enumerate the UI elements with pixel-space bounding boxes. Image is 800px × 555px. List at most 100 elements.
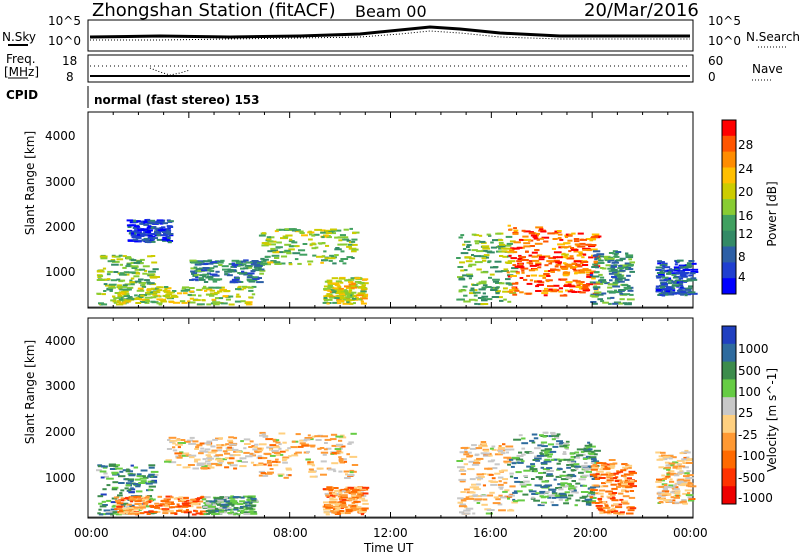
- heatmap-cell: [306, 450, 311, 453]
- heatmap-cell: [130, 487, 134, 490]
- heatmap-cell: [230, 269, 234, 272]
- heatmap-cell: [677, 478, 685, 481]
- heatmap-cell: [334, 448, 342, 451]
- heatmap-cell: [114, 292, 121, 294]
- heatmap-cell: [164, 288, 168, 290]
- nsky-label: N.Sky: [2, 30, 37, 44]
- heatmap-cell: [338, 456, 342, 459]
- heatmap-cell: [145, 505, 152, 508]
- heatmap-cell: [617, 267, 624, 270]
- heatmap-cell: [593, 288, 598, 290]
- heatmap-cell: [465, 496, 470, 499]
- heatmap-cell: [337, 236, 346, 239]
- heatmap-cell: [208, 512, 213, 514]
- heatmap-cell: [279, 450, 286, 453]
- heatmap-cell: [216, 503, 222, 506]
- heatmap-cell: [460, 473, 466, 476]
- heatmap-cell: [467, 468, 475, 471]
- heatmap-cell: [460, 234, 465, 237]
- heatmap-cell: [659, 279, 666, 282]
- heatmap-cell: [108, 283, 117, 286]
- heatmap-cell: [352, 243, 358, 246]
- heatmap-cell: [667, 271, 672, 274]
- heatmap-cell: [669, 268, 673, 271]
- heatmap-cell: [131, 224, 137, 227]
- heatmap-cell: [457, 276, 464, 279]
- heatmap-cell: [559, 265, 567, 268]
- heatmap-cell: [212, 280, 218, 283]
- heatmap-cell: [119, 273, 127, 276]
- heatmap-cell: [212, 438, 218, 441]
- heatmap-cell: [136, 231, 141, 234]
- colorbar-swatch: [722, 151, 736, 168]
- heatmap-cell: [116, 258, 124, 261]
- heatmap-cell: [356, 294, 364, 297]
- heatmap-cell: [528, 269, 536, 272]
- heatmap-cell: [201, 287, 209, 290]
- heatmap-cell: [573, 250, 579, 253]
- heatmap-cell: [100, 476, 105, 479]
- heatmap-cell: [536, 454, 545, 457]
- heatmap-cell: [656, 458, 663, 461]
- heatmap-cell: [628, 258, 633, 261]
- heatmap-cell: [232, 448, 239, 451]
- heatmap-cell: [542, 255, 551, 258]
- heatmap-cell: [136, 484, 141, 487]
- heatmap-cell: [147, 475, 151, 478]
- heatmap-cell: [215, 501, 222, 504]
- heatmap-cell: [506, 271, 510, 274]
- heatmap-cell: [362, 509, 367, 512]
- heatmap-cell: [244, 501, 250, 504]
- heatmap-cell: [247, 265, 253, 268]
- heatmap-cell: [219, 497, 224, 500]
- heatmap-cell: [628, 464, 633, 467]
- heatmap-cell: [558, 488, 564, 491]
- heatmap-cell: [680, 271, 686, 273]
- heatmap-cell: [199, 274, 205, 277]
- heatmap-cell: [195, 510, 199, 513]
- heatmap-cell: [629, 485, 637, 488]
- heatmap-cell: [676, 266, 684, 269]
- heatmap-cell: [175, 443, 183, 446]
- heatmap-cell: [598, 477, 606, 479]
- heatmap-cell: [269, 448, 273, 451]
- heatmap-cell: [246, 278, 253, 281]
- heatmap-cell: [475, 483, 481, 486]
- heatmap-cell: [213, 286, 220, 289]
- heatmap-cell: [559, 294, 568, 297]
- heatmap-cell: [611, 499, 619, 502]
- heatmap-cell: [329, 291, 334, 293]
- heatmap-cell: [275, 458, 279, 461]
- heatmap-cell: [216, 446, 223, 449]
- heatmap-cell: [471, 249, 478, 252]
- heatmap-cell: [607, 267, 612, 270]
- heatmap-cell: [353, 500, 361, 503]
- heatmap-cell: [172, 446, 176, 449]
- heatmap-cell: [569, 285, 576, 288]
- heatmap-cell: [150, 255, 156, 257]
- heatmap-cell: [267, 250, 274, 253]
- heatmap-cell: [288, 263, 293, 266]
- heatmap-cell: [663, 266, 671, 269]
- heatmap-cell: [164, 460, 172, 463]
- heatmap-cell: [109, 511, 118, 514]
- heatmap-cell: [267, 240, 274, 243]
- heatmap-cell: [503, 456, 512, 459]
- heatmap-cell: [510, 270, 518, 273]
- heatmap-cell: [467, 497, 475, 500]
- heatmap-cell: [559, 496, 568, 499]
- heatmap-cell: [286, 252, 292, 255]
- colorbar-swatch: [722, 326, 736, 345]
- heatmap-cell: [361, 284, 366, 287]
- heatmap-cell: [585, 470, 592, 473]
- heatmap-cell: [343, 460, 348, 463]
- heatmap-cell: [559, 238, 564, 241]
- heatmap-cell: [324, 442, 328, 444]
- heatmap-cell: [581, 261, 589, 263]
- heatmap-cell: [241, 285, 248, 288]
- heatmap-cell: [655, 289, 662, 291]
- heatmap-cell: [222, 295, 230, 298]
- heatmap-cell: [530, 465, 536, 468]
- heatmap-cell: [619, 481, 624, 484]
- heatmap-cell: [105, 512, 113, 515]
